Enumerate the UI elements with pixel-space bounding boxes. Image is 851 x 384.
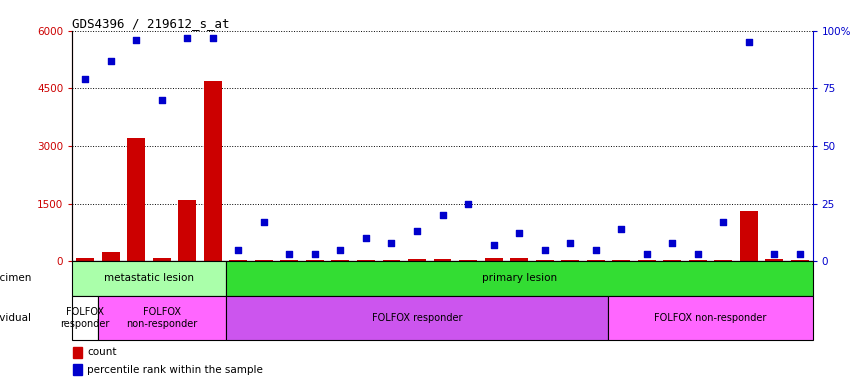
Bar: [765, 259, 783, 261]
Point: [257, 219, 271, 225]
Bar: [331, 260, 349, 261]
Point: [129, 37, 143, 43]
Point: [614, 226, 628, 232]
Text: FOLFOX responder: FOLFOX responder: [372, 313, 462, 323]
Point: [512, 230, 526, 237]
Bar: [102, 252, 119, 261]
Point: [308, 251, 322, 257]
Bar: [740, 211, 757, 261]
Point: [665, 240, 679, 246]
Bar: [638, 260, 655, 261]
Point: [793, 251, 807, 257]
Bar: [178, 200, 196, 261]
Text: FOLFOX
responder: FOLFOX responder: [60, 307, 110, 329]
Point: [436, 212, 449, 218]
Bar: [408, 259, 426, 261]
Text: primary lesion: primary lesion: [482, 273, 557, 283]
Bar: [612, 260, 630, 261]
Point: [487, 242, 500, 248]
Bar: [226, 296, 608, 340]
Bar: [204, 81, 221, 261]
Point: [410, 228, 424, 234]
Bar: [77, 258, 94, 261]
Text: specimen: specimen: [0, 273, 31, 283]
Point: [589, 247, 603, 253]
Point: [206, 35, 220, 41]
Text: FOLFOX
non-responder: FOLFOX non-responder: [126, 307, 197, 329]
Bar: [433, 259, 451, 261]
Point: [563, 240, 577, 246]
Bar: [153, 258, 170, 261]
Point: [461, 200, 475, 207]
Text: individual: individual: [0, 313, 31, 323]
Bar: [586, 260, 604, 261]
Bar: [357, 260, 374, 261]
Bar: [128, 138, 145, 261]
Text: GDS4396 / 219612_s_at: GDS4396 / 219612_s_at: [72, 17, 230, 30]
Bar: [608, 296, 813, 340]
Text: FOLFOX non-responder: FOLFOX non-responder: [654, 313, 767, 323]
Point: [231, 247, 245, 253]
Bar: [72, 296, 98, 340]
Bar: [485, 258, 502, 261]
Bar: [663, 260, 681, 261]
Point: [717, 219, 730, 225]
Bar: [73, 347, 83, 358]
Bar: [688, 260, 706, 261]
Bar: [714, 260, 732, 261]
Point: [283, 251, 296, 257]
Point: [640, 251, 654, 257]
Bar: [73, 364, 83, 375]
Bar: [98, 296, 226, 340]
Point: [538, 247, 551, 253]
Point: [742, 39, 756, 45]
Bar: [255, 260, 272, 261]
Point: [691, 251, 705, 257]
Point: [104, 58, 117, 64]
Point: [385, 240, 398, 246]
Bar: [510, 258, 528, 261]
Point: [359, 235, 373, 241]
Bar: [791, 260, 808, 261]
Point: [768, 251, 781, 257]
Text: count: count: [87, 348, 117, 358]
Point: [334, 247, 347, 253]
Point: [78, 76, 92, 82]
Text: percentile rank within the sample: percentile rank within the sample: [87, 365, 263, 375]
Bar: [561, 260, 579, 261]
Bar: [460, 260, 477, 261]
Bar: [382, 260, 400, 261]
Bar: [280, 260, 298, 261]
Point: [155, 97, 168, 103]
Bar: [229, 260, 247, 261]
Bar: [306, 260, 323, 261]
Point: [180, 35, 194, 41]
Bar: [226, 261, 813, 296]
Bar: [536, 260, 553, 261]
Text: metastatic lesion: metastatic lesion: [104, 273, 194, 283]
Bar: [72, 261, 226, 296]
